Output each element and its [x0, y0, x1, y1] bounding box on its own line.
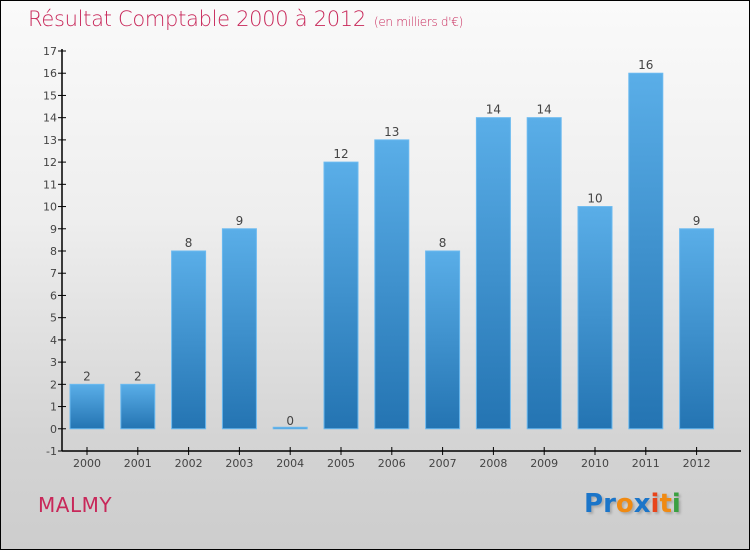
logo-letter: t	[659, 489, 672, 519]
logo-letter: P	[584, 489, 604, 519]
y-tick-label: 12	[43, 156, 57, 169]
y-tick-label: 11	[43, 178, 57, 191]
bar	[577, 206, 613, 430]
y-tick-label: 15	[43, 89, 57, 102]
data-label: 13	[384, 125, 399, 139]
data-label: 9	[693, 214, 701, 228]
data-label: 0	[286, 414, 294, 428]
y-tick-label: 17	[43, 45, 57, 58]
x-tick-label: 2006	[378, 457, 406, 470]
y-tick-label: 4	[50, 334, 57, 347]
bar	[679, 228, 715, 430]
proxiti-logo: Proxiti	[584, 489, 681, 519]
bar	[475, 117, 511, 430]
bar	[374, 139, 410, 430]
y-tick-label: 8	[50, 245, 57, 258]
y-tick-label: 0	[50, 423, 57, 436]
x-tick-label: 2005	[327, 457, 355, 470]
y-tick-label: 16	[43, 67, 57, 80]
x-tick-label: 2002	[175, 457, 203, 470]
bar	[120, 383, 156, 430]
y-tick-label: 1	[50, 401, 57, 414]
commune-name: MALMY	[38, 493, 113, 517]
y-tick-label: -1	[46, 445, 57, 458]
y-tick-label: 7	[50, 267, 57, 280]
title-text: Résultat Comptable 2000 à 2012	[28, 7, 366, 31]
y-tick-label: 9	[50, 223, 57, 236]
data-label: 10	[587, 192, 602, 206]
x-tick-label: 2003	[225, 457, 253, 470]
y-tick-label: 10	[43, 201, 57, 214]
x-tick-label: 2009	[530, 457, 558, 470]
y-tick-label: 5	[50, 312, 57, 325]
data-label: 2	[134, 369, 142, 383]
logo-letter: i	[671, 489, 681, 519]
y-tick-label: 14	[43, 112, 57, 125]
bar	[221, 228, 257, 430]
bar	[628, 72, 664, 430]
y-tick-label: 2	[50, 378, 57, 391]
bar	[171, 250, 207, 430]
logo-letter: r	[603, 489, 616, 519]
data-label: 16	[638, 58, 653, 72]
data-label: 8	[185, 236, 193, 250]
bar	[425, 250, 461, 430]
data-label: 14	[486, 103, 501, 117]
logo-letter: o	[615, 489, 634, 519]
chart-title: Résultat Comptable 2000 à 2012 (en millie…	[28, 7, 463, 31]
y-tick-label: 13	[43, 134, 57, 147]
x-tick-label: 2000	[73, 457, 101, 470]
chart-subtitle: (en milliers d'€)	[373, 15, 463, 29]
logo-letter: i	[650, 489, 660, 519]
x-tick-label: 2007	[429, 457, 457, 470]
data-label: 14	[537, 103, 552, 117]
y-tick-label: 3	[50, 356, 57, 369]
bar	[526, 117, 562, 430]
x-tick-label: 2004	[276, 457, 304, 470]
bar	[272, 426, 308, 430]
data-label: 12	[333, 147, 348, 161]
x-tick-label: 2001	[124, 457, 152, 470]
x-tick-label: 2011	[632, 457, 660, 470]
bar	[69, 383, 105, 430]
bar	[323, 161, 359, 430]
data-label: 9	[236, 214, 244, 228]
data-label: 8	[439, 236, 447, 250]
x-tick-label: 2008	[479, 457, 507, 470]
x-tick-label: 2010	[581, 457, 609, 470]
data-label: 2	[83, 369, 91, 383]
y-tick-label: 6	[50, 289, 57, 302]
x-tick-label: 2012	[683, 457, 711, 470]
logo-letter: x	[633, 489, 651, 519]
